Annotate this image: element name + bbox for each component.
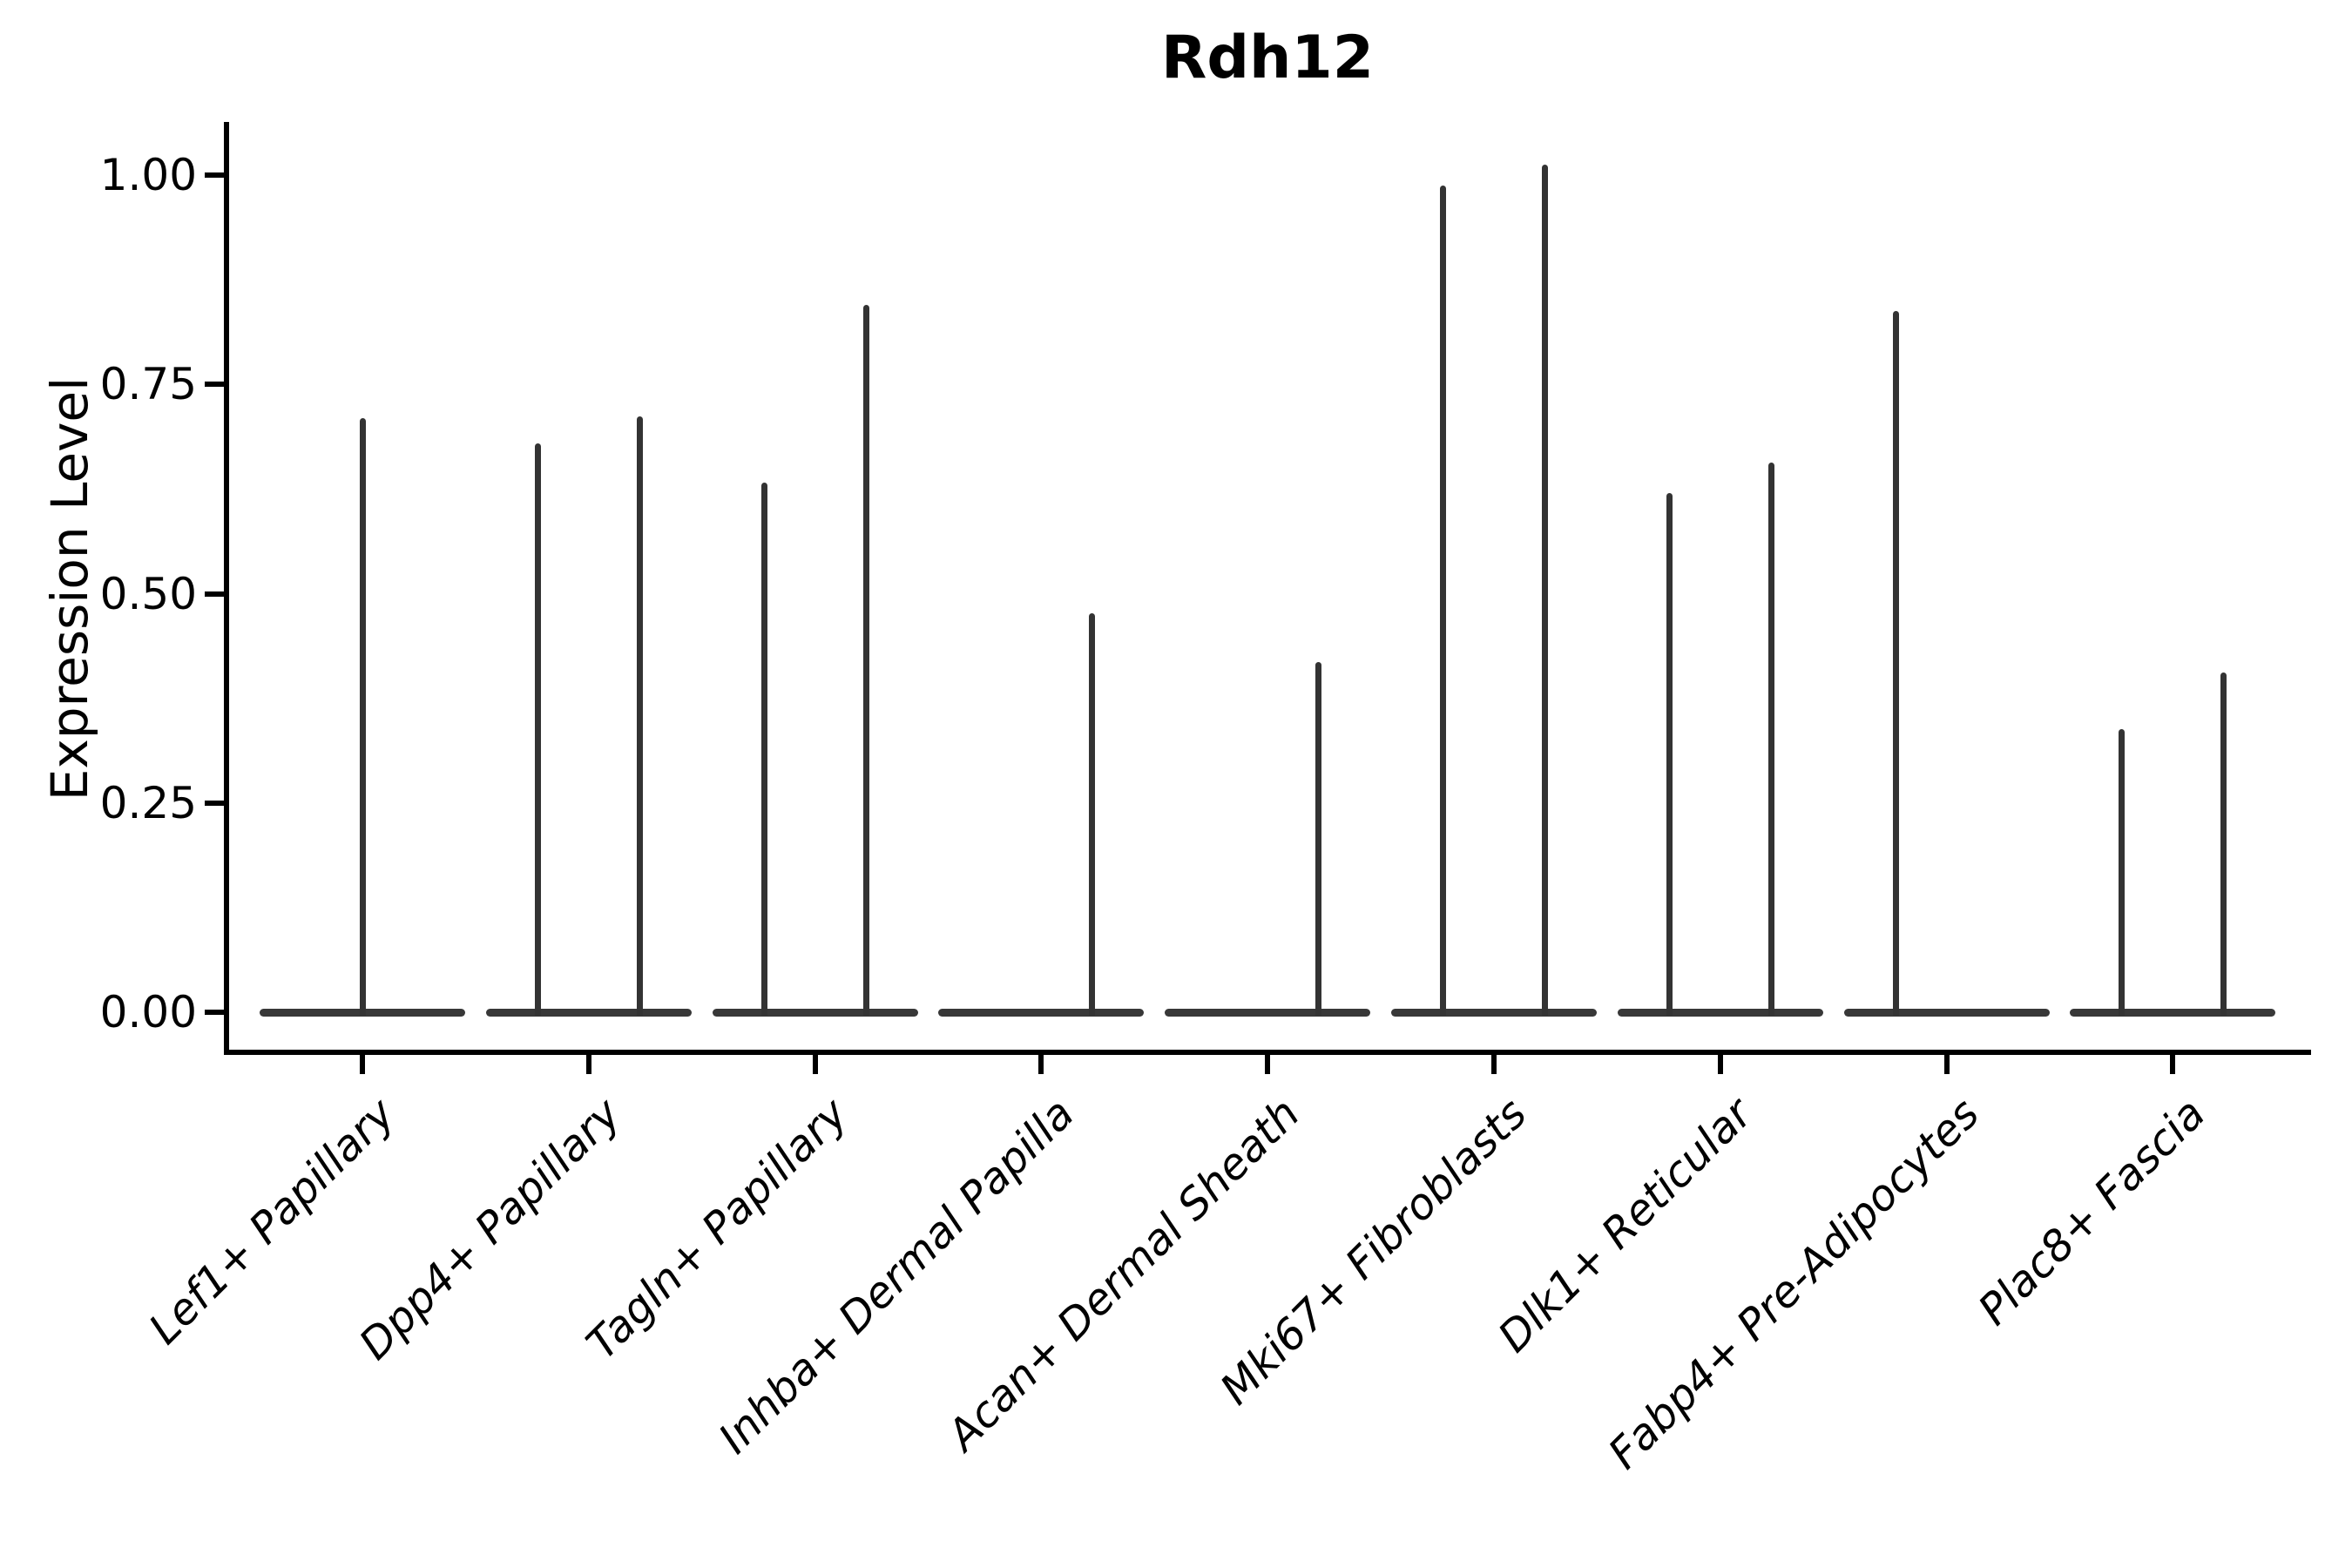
y-tick-label: 1.00 (99, 150, 197, 200)
violin-spike (1089, 612, 1096, 1016)
y-tick-label: 0.00 (99, 987, 197, 1037)
y-tick (205, 591, 224, 597)
x-tick (1491, 1055, 1497, 1074)
y-axis-line (224, 122, 229, 1055)
y-tick (205, 172, 224, 178)
x-tick (812, 1055, 818, 1074)
x-tick (1943, 1055, 1950, 1074)
violin-base (485, 1008, 692, 1017)
violin-spike (1315, 662, 1322, 1016)
violin-spike (1666, 493, 1673, 1016)
y-tick-label: 0.50 (99, 568, 197, 619)
x-tick-label: Lef1+ Papillary (139, 1088, 405, 1355)
x-tick (360, 1055, 365, 1074)
violin-spike (534, 443, 541, 1016)
y-tick-label: 0.75 (99, 359, 197, 410)
x-tick (2170, 1055, 2176, 1074)
violin-spike (636, 416, 643, 1016)
violin-base (712, 1008, 918, 1017)
violin-spike (760, 482, 767, 1016)
x-tick (585, 1055, 591, 1074)
x-tick-label: Dlk1+ Reticular (1489, 1088, 1762, 1362)
violin-spike (2220, 672, 2227, 1016)
x-tick-label: Fabp4+ Pre-Adipocytes (1598, 1088, 1989, 1479)
violin-base (1617, 1008, 1823, 1017)
violin-spike (1440, 185, 1446, 1016)
x-tick (1265, 1055, 1271, 1074)
violin-spike (1767, 462, 1774, 1016)
violin-spike (359, 417, 366, 1016)
violin-base (938, 1008, 1145, 1017)
violin-base (1391, 1008, 1597, 1017)
violin-spike (2119, 729, 2126, 1016)
violin-base (1843, 1008, 2050, 1017)
x-tick (1038, 1055, 1044, 1074)
y-tick (205, 1010, 224, 1015)
violin-spike (1542, 165, 1548, 1016)
y-tick-label: 0.25 (99, 777, 197, 828)
y-tick (205, 800, 224, 806)
x-axis-line (224, 1050, 2311, 1055)
y-tick (205, 382, 224, 388)
violin-spike (862, 304, 869, 1016)
violin-base (1165, 1008, 1371, 1017)
violin-base (2070, 1008, 2276, 1017)
violin-spike (1892, 310, 1899, 1016)
x-tick (1717, 1055, 1723, 1074)
x-tick-label: Plac8+ Fascia (1969, 1088, 2215, 1335)
chart-title: Rdh12 (1160, 24, 1375, 92)
